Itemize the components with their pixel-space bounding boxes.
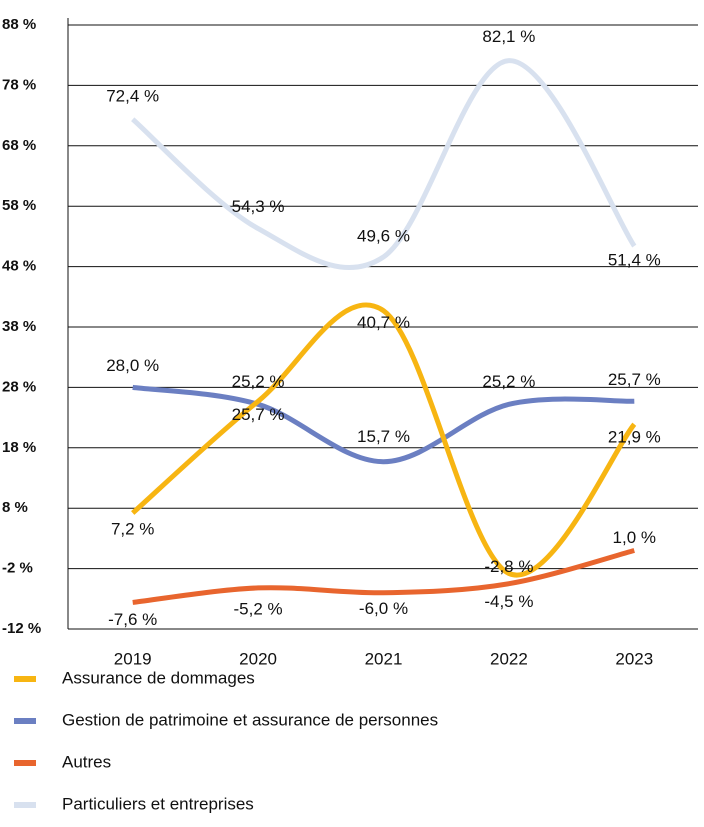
legend-swatch [14, 760, 36, 766]
y-tick-label: 88 % [2, 16, 36, 33]
legend-swatch [14, 676, 36, 682]
data-label: -5,2 % [234, 599, 283, 618]
data-label: 7,2 % [111, 520, 154, 539]
series-line [132, 548, 635, 605]
legend-label: Assurance de dommages [62, 668, 255, 687]
y-tick-label: 28 % [2, 378, 36, 395]
data-label: 25,2 % [232, 372, 285, 391]
series-line [132, 384, 635, 465]
data-label: -7,6 % [108, 610, 157, 629]
x-tick-label: 2022 [490, 649, 528, 668]
series-line [131, 58, 637, 270]
data-label: 49,6 % [357, 226, 410, 245]
data-label: 72,4 % [106, 87, 159, 106]
data-label: -2,8 % [484, 557, 533, 576]
y-tick-label: 58 % [2, 197, 36, 214]
y-tick-label: -12 % [2, 620, 41, 637]
y-tick-label: -2 % [2, 560, 33, 577]
data-label: 82,1 % [482, 27, 535, 46]
data-label: -6,0 % [359, 599, 408, 618]
legend-label: Autres [62, 752, 111, 771]
legend-swatch [14, 718, 36, 724]
series-line [131, 302, 637, 578]
legend-label: Gestion de patrimoine et assurance de pe… [62, 710, 438, 729]
data-label: 25,7 % [232, 405, 285, 424]
data-label: -4,5 % [484, 592, 533, 611]
legend: Assurance de dommages Gestion de patrimoi… [14, 668, 438, 813]
labels: 2019 2020 2021 2022 2023 72,4 % 54,3 % 49,6 % 82… [106, 27, 661, 668]
data-label: 40,7 % [357, 313, 410, 332]
lines [131, 58, 637, 605]
y-tick-label: 18 % [2, 439, 36, 456]
data-label: 1,0 % [613, 528, 656, 547]
data-label: 28,0 % [106, 356, 159, 375]
y-tick-label: 8 % [2, 499, 28, 516]
y-tick-label: 48 % [2, 258, 36, 275]
data-label: 54,3 % [232, 197, 285, 216]
legend-label: Particuliers et entreprises [62, 794, 254, 813]
x-tick-label: 2023 [615, 649, 653, 668]
y-tick-label: 78 % [2, 76, 36, 93]
y-tick-label: 38 % [2, 318, 36, 335]
legend-swatch [14, 802, 36, 808]
x-tick-label: 2019 [114, 649, 152, 668]
x-tick-label: 2021 [365, 649, 403, 668]
data-label: 15,7 % [357, 427, 410, 446]
y-tick-label: 68 % [2, 137, 36, 154]
data-label: 21,9 % [608, 428, 661, 447]
data-label: 25,7 % [608, 370, 661, 389]
x-tick-label: 2020 [239, 649, 277, 668]
grid: -12 % -2 % 8 % 18 % 28 % 38 % 48 % 58 % 68 % 78 %… [2, 16, 698, 637]
data-label: 25,2 % [482, 372, 535, 391]
data-label: 51,4 % [608, 251, 661, 270]
